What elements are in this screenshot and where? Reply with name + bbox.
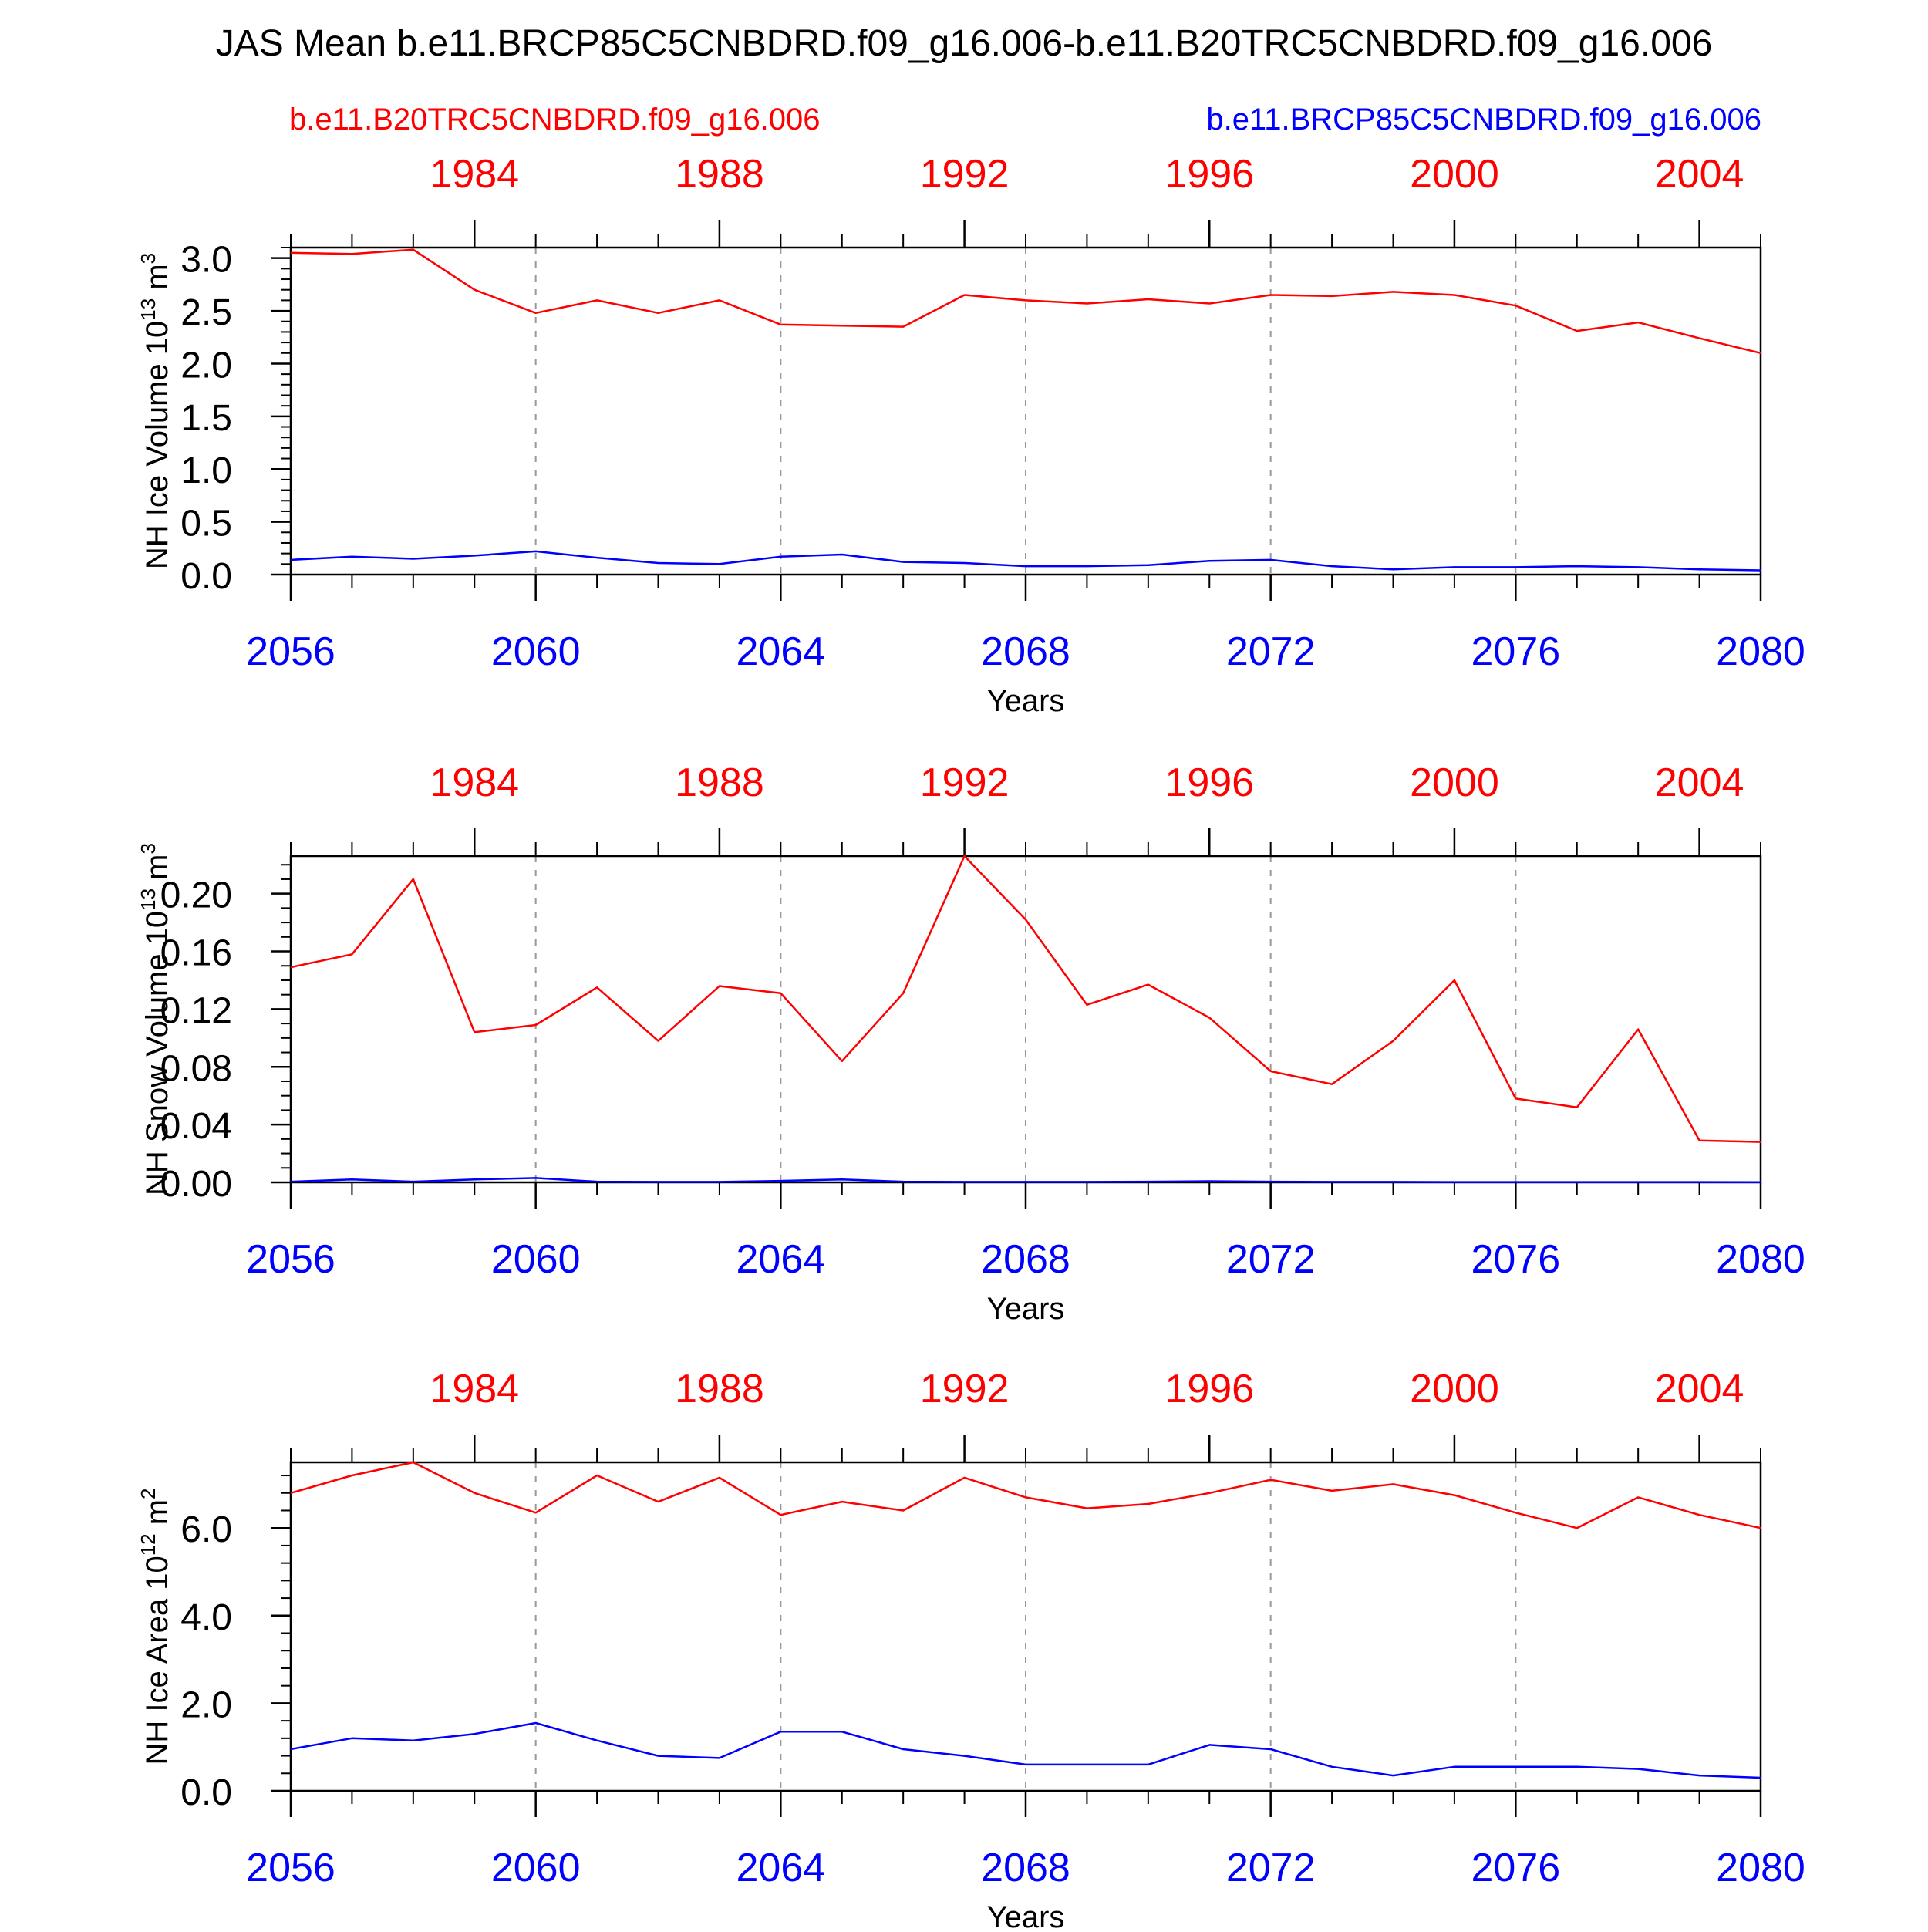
series-line-historical xyxy=(290,855,1761,1143)
x-tick-label: 2056 xyxy=(246,1846,335,1890)
top-tick-label: 1984 xyxy=(430,152,519,197)
y-tick-label: 0.08 xyxy=(160,1048,232,1089)
top-tick-label: 1988 xyxy=(675,152,764,197)
y-tick-label: 4.0 xyxy=(180,1597,232,1638)
series-line-historical xyxy=(290,1461,1761,1529)
top-tick-label: 1996 xyxy=(1165,152,1254,197)
x-tick-label: 2064 xyxy=(736,1237,825,1282)
y-tick-label: 1.5 xyxy=(180,398,232,439)
x-tick-label: 2080 xyxy=(1716,629,1805,674)
series-line-rcp85 xyxy=(290,550,1761,572)
x-tick-label: 2064 xyxy=(736,629,825,674)
top-tick-label: 1992 xyxy=(920,152,1010,197)
top-tick-label: 1996 xyxy=(1165,760,1254,805)
x-tick-label: 2076 xyxy=(1471,1237,1560,1282)
panel-2: 2056 2060 2064 2068 2072 2076 2080 1984 1988 1992… xyxy=(137,760,1805,1326)
x-tick-label: 2060 xyxy=(491,1237,581,1282)
series-line-historical xyxy=(290,248,1761,355)
y-tick-label: 2.5 xyxy=(180,292,232,333)
top-tick-label: 2000 xyxy=(1410,760,1499,805)
x-tick-label: 2072 xyxy=(1226,629,1316,674)
y-tick-label: 1.0 xyxy=(180,450,232,491)
top-tick-label: 2000 xyxy=(1410,1367,1499,1411)
y-tick-label: 3.0 xyxy=(180,240,232,281)
x-axis-label: Years xyxy=(987,1292,1065,1326)
x-tick-label: 2076 xyxy=(1471,1846,1560,1890)
top-tick-label: 1984 xyxy=(430,1367,519,1411)
x-tick-label: 2060 xyxy=(491,1846,581,1890)
y-tick-label: 0.0 xyxy=(180,556,232,597)
top-tick-label: 1992 xyxy=(920,760,1010,805)
x-tick-label: 2068 xyxy=(981,1237,1070,1282)
x-tick-label: 2060 xyxy=(491,629,581,674)
y-tick-label: 2.0 xyxy=(180,1684,232,1725)
y-tick-label: 0.00 xyxy=(160,1164,232,1205)
x-tick-label: 2072 xyxy=(1226,1846,1316,1890)
x-tick-label: 2068 xyxy=(981,629,1070,674)
y-tick-label: 2.0 xyxy=(180,345,232,386)
x-axis-label: Years xyxy=(987,1900,1065,1928)
legend-label-historical: b.e11.B20TRC5CNBDRD.f09_g16.006 xyxy=(289,103,821,137)
y-tick-label: 0.20 xyxy=(160,875,232,916)
top-tick-label: 2004 xyxy=(1655,760,1744,805)
figure-title: JAS Mean b.e11.BRCP85C5CNBDRD.f09_g16.00… xyxy=(216,23,1713,64)
y-tick-label: 0.12 xyxy=(160,990,232,1031)
top-tick-label: 1984 xyxy=(430,760,519,805)
panel-1: 2056 2060 2064 2068 2072 2076 2080 1984 1988 1992… xyxy=(137,152,1805,718)
y-axis-label: NH Ice Area 1012 m2 xyxy=(137,1488,174,1765)
top-tick-label: 1988 xyxy=(675,760,764,805)
y-tick-label: 0.5 xyxy=(180,504,232,545)
x-tick-label: 2056 xyxy=(246,1237,335,1282)
y-axis-label: NH Ice Volume 1013 m3 xyxy=(137,253,174,569)
series-line-rcp85 xyxy=(290,1721,1761,1779)
y-tick-label: 0.16 xyxy=(160,933,232,974)
y-tick-label: 0.04 xyxy=(160,1106,232,1147)
x-tick-label: 2076 xyxy=(1471,629,1560,674)
top-tick-label: 2004 xyxy=(1655,152,1744,197)
panels: 2056 2060 2064 2068 2072 2076 2080 1984 1988 1992… xyxy=(137,152,1805,1932)
series-line-rcp85 xyxy=(290,1177,1761,1184)
top-tick-label: 1988 xyxy=(675,1367,764,1411)
x-tick-label: 2080 xyxy=(1716,1846,1805,1890)
x-tick-label: 2080 xyxy=(1716,1237,1805,1282)
x-tick-label: 2072 xyxy=(1226,1237,1316,1282)
x-axis-label: Years xyxy=(987,684,1065,718)
x-tick-label: 2056 xyxy=(246,629,335,674)
x-tick-label: 2064 xyxy=(736,1846,825,1890)
legend-label-rcp85: b.e11.BRCP85C5CNBDRD.f09_g16.006 xyxy=(1206,103,1761,137)
top-tick-label: 2004 xyxy=(1655,1367,1744,1411)
top-tick-label: 2000 xyxy=(1410,152,1499,197)
top-tick-label: 1992 xyxy=(920,1367,1010,1411)
y-tick-label: 0.0 xyxy=(180,1772,232,1813)
panel-3: 2056 2060 2064 2068 2072 2076 2080 1984 1988 1992… xyxy=(137,1367,1805,1932)
top-tick-label: 1996 xyxy=(1165,1367,1254,1411)
y-axis-label: NH Snow Volume 1013 m3 xyxy=(137,843,174,1195)
x-tick-label: 2068 xyxy=(981,1846,1070,1890)
y-tick-label: 6.0 xyxy=(180,1509,232,1550)
